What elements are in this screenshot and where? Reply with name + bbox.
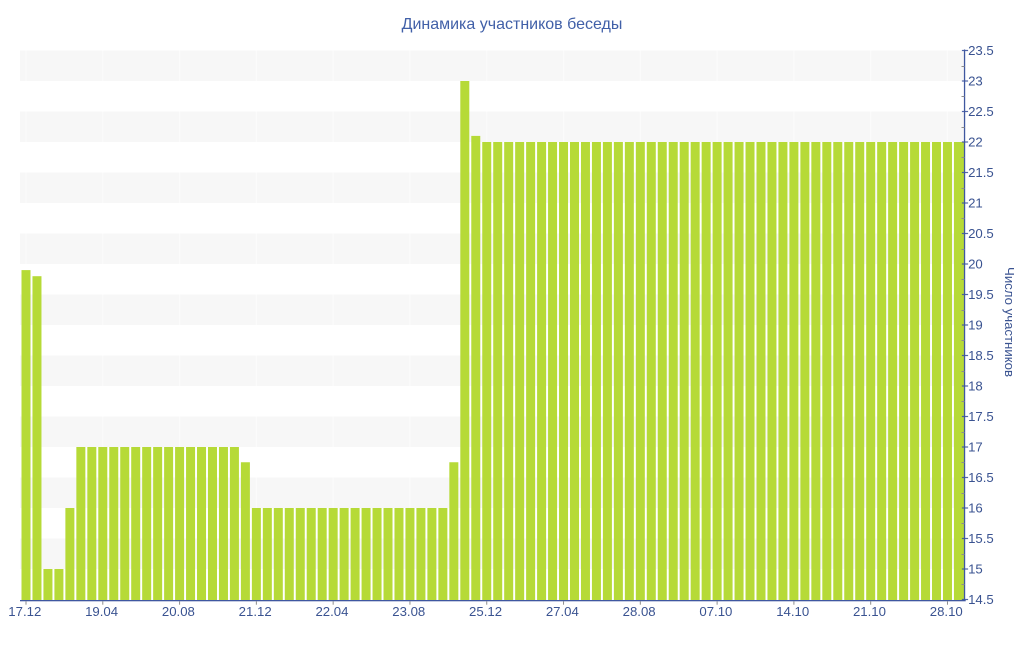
- svg-text:17.5: 17.5: [968, 409, 994, 424]
- svg-text:19: 19: [968, 318, 983, 333]
- svg-text:23.08: 23.08: [392, 604, 425, 619]
- svg-text:20.5: 20.5: [968, 226, 994, 241]
- svg-text:16: 16: [968, 501, 983, 516]
- svg-text:25.12: 25.12: [469, 604, 502, 619]
- svg-text:17: 17: [968, 440, 983, 455]
- svg-text:16.5: 16.5: [968, 470, 994, 485]
- svg-text:22.04: 22.04: [315, 604, 348, 619]
- svg-text:17.12: 17.12: [8, 604, 41, 619]
- svg-text:14.5: 14.5: [968, 592, 994, 607]
- svg-text:27.04: 27.04: [546, 604, 579, 619]
- svg-text:14.10: 14.10: [776, 604, 809, 619]
- svg-text:19.5: 19.5: [968, 287, 994, 302]
- svg-text:18.5: 18.5: [968, 348, 994, 363]
- svg-text:20.08: 20.08: [162, 604, 195, 619]
- svg-text:28.08: 28.08: [623, 604, 656, 619]
- svg-text:Динамика участников беседы: Динамика участников беседы: [402, 16, 623, 33]
- svg-text:15.5: 15.5: [968, 531, 994, 546]
- svg-text:22.5: 22.5: [968, 104, 994, 119]
- svg-text:22: 22: [968, 135, 983, 150]
- svg-text:21: 21: [968, 196, 983, 211]
- svg-text:21.12: 21.12: [239, 604, 272, 619]
- svg-text:21.5: 21.5: [968, 165, 994, 180]
- svg-text:15: 15: [968, 562, 983, 577]
- svg-text:20: 20: [968, 257, 983, 272]
- svg-text:19.04: 19.04: [85, 604, 118, 619]
- svg-text:07.10: 07.10: [699, 604, 732, 619]
- svg-text:23: 23: [968, 74, 983, 89]
- svg-text:18: 18: [968, 379, 983, 394]
- svg-text:Число участников: Число участников: [1002, 267, 1017, 377]
- svg-text:21.10: 21.10: [853, 604, 886, 619]
- svg-text:23.5: 23.5: [968, 43, 994, 58]
- svg-text:28.10: 28.10: [930, 604, 963, 619]
